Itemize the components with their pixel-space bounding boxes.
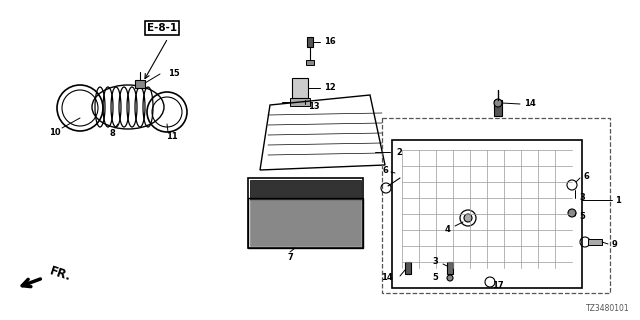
Text: TZ3480101: TZ3480101 [586, 304, 630, 313]
Bar [248, 178, 363, 248]
Text: E-8-1: E-8-1 [147, 23, 177, 33]
Bar [250, 180, 361, 200]
Text: 8: 8 [109, 129, 115, 138]
Text: 6: 6 [382, 165, 388, 174]
Text: 13: 13 [308, 101, 319, 110]
Text: 14: 14 [381, 274, 393, 283]
Circle shape [568, 209, 576, 217]
Circle shape [494, 99, 502, 107]
Bar [307, 37, 313, 47]
Text: 16: 16 [324, 36, 336, 45]
Bar [447, 262, 453, 274]
Bar [290, 98, 310, 106]
Bar [292, 78, 308, 98]
Bar [588, 239, 602, 245]
Bar [392, 140, 582, 288]
Text: 12: 12 [324, 83, 336, 92]
Text: 6: 6 [584, 172, 590, 180]
Text: 3: 3 [432, 258, 438, 267]
Bar [494, 100, 502, 116]
Text: 1: 1 [615, 196, 621, 204]
Text: 2: 2 [396, 148, 402, 156]
Text: 5: 5 [579, 212, 585, 220]
Text: 17: 17 [492, 281, 504, 290]
Circle shape [464, 214, 472, 222]
Bar [382, 118, 610, 293]
Text: 9: 9 [612, 239, 618, 249]
Bar [306, 60, 314, 65]
Circle shape [447, 275, 453, 281]
Bar [135, 80, 145, 88]
Bar [248, 198, 363, 248]
Text: 14: 14 [524, 99, 536, 108]
Text: 3: 3 [579, 193, 585, 202]
Bar [250, 200, 361, 246]
Bar [405, 262, 411, 274]
Text: 5: 5 [432, 274, 438, 283]
Text: 11: 11 [166, 132, 178, 140]
Text: 7: 7 [287, 253, 293, 262]
Text: 10: 10 [49, 127, 61, 137]
Text: 15: 15 [168, 68, 180, 77]
Text: FR.: FR. [48, 264, 73, 284]
Text: 4: 4 [444, 225, 450, 234]
